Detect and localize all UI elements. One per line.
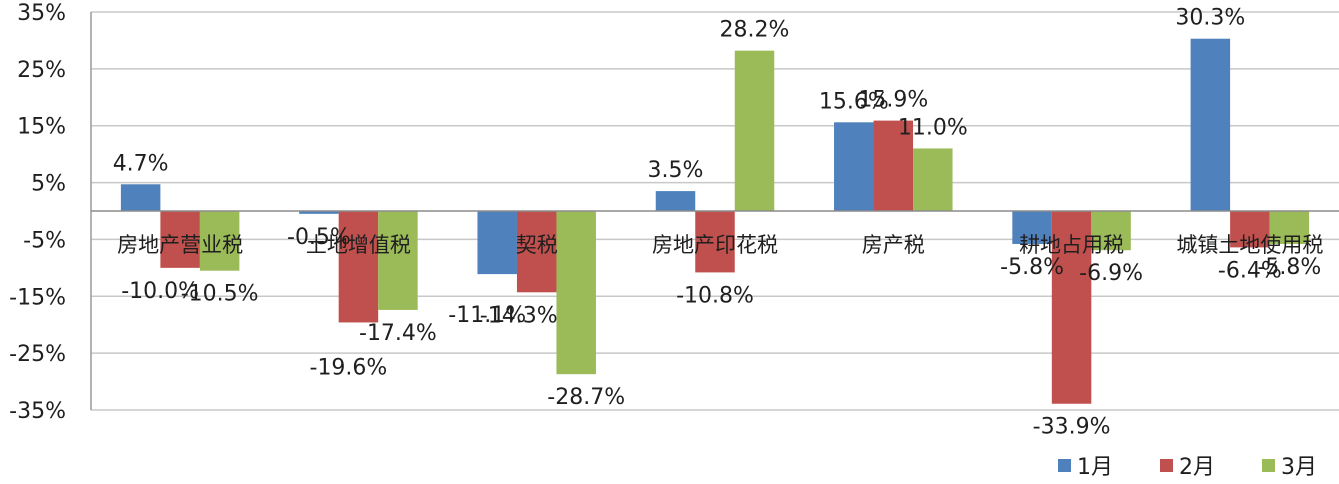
bar	[378, 211, 418, 310]
data-label: -19.6%	[310, 355, 388, 380]
legend: 1月 2月 3月	[1058, 455, 1317, 480]
bar	[1269, 211, 1310, 244]
y-tick-label: 15%	[17, 115, 66, 140]
x-category-label: 城镇土地使用税	[1176, 233, 1323, 257]
x-category-label: 土地增值税	[306, 233, 411, 257]
legend-swatch	[1262, 459, 1275, 472]
data-label: 30.3%	[1175, 6, 1245, 31]
y-tick-label: -25%	[9, 342, 66, 367]
data-label: -0.5%	[287, 225, 351, 250]
data-label: 15.6%	[819, 89, 889, 114]
bar	[199, 211, 240, 271]
category-labels: 房地产营业税 土地增值税 契税 房地产印花税 房产税 耕地占用税 城镇土地使用税	[117, 233, 1323, 257]
y-tick-label: -35%	[9, 399, 66, 424]
y-tick-label: -15%	[9, 285, 66, 310]
bar	[834, 122, 874, 211]
bar	[695, 211, 735, 273]
data-label: -5.8%	[1257, 255, 1321, 280]
x-category-label: 契税	[516, 233, 558, 257]
x-category-label: 房地产印花税	[652, 233, 778, 257]
bar	[299, 211, 339, 214]
x-category-label: 耕地占用税	[1019, 233, 1124, 257]
bar	[516, 211, 557, 293]
data-label: -6.9%	[1079, 261, 1143, 286]
bar	[1091, 211, 1131, 251]
data-labels: 4.7%-10.0%-10.5%-0.5%-19.6%-17.4%-11.1%-…	[113, 6, 1322, 440]
data-label: -6.4%	[1218, 258, 1282, 283]
bar	[160, 211, 200, 268]
legend-swatch	[1058, 459, 1071, 472]
y-tick-label: 35%	[17, 1, 66, 26]
data-label: 11.0%	[898, 115, 968, 140]
data-label: -10.0%	[121, 279, 199, 304]
bar	[1051, 211, 1092, 404]
data-label: 15.9%	[858, 88, 928, 113]
bar	[655, 191, 696, 211]
x-category-label: 房产税	[862, 233, 925, 257]
bars	[120, 38, 1310, 404]
bar	[338, 211, 379, 323]
bar	[913, 148, 953, 211]
legend-label: 2月	[1179, 455, 1215, 480]
data-label: -10.5%	[181, 282, 259, 307]
data-label: 3.5%	[648, 158, 704, 183]
bar	[120, 184, 161, 211]
data-label: -17.4%	[359, 321, 437, 346]
data-label: 28.2%	[720, 18, 790, 43]
legend-swatch	[1160, 459, 1173, 472]
y-axis: 35% 25% 15% 5% -5% -15% -25% -35%	[9, 1, 92, 424]
bar	[1230, 211, 1270, 248]
data-label: -14.3%	[480, 303, 558, 328]
data-label: -10.8%	[676, 283, 754, 308]
bar	[477, 211, 517, 275]
data-label: 4.7%	[113, 151, 169, 176]
y-tick-label: -5%	[23, 228, 66, 253]
bar	[556, 211, 596, 375]
data-label: -28.7%	[547, 385, 625, 410]
bar	[1012, 211, 1052, 244]
data-label: -11.1%	[448, 303, 526, 328]
legend-label: 3月	[1281, 455, 1317, 480]
bar	[873, 120, 914, 211]
bar	[1190, 38, 1231, 212]
data-label: -33.9%	[1033, 415, 1111, 440]
legend-label: 1月	[1077, 455, 1113, 480]
y-tick-label: 5%	[31, 172, 66, 197]
bar	[734, 50, 775, 211]
y-tick-label: 25%	[17, 58, 66, 83]
x-category-label: 房地产营业税	[117, 233, 243, 257]
data-label: -5.8%	[1000, 255, 1064, 280]
